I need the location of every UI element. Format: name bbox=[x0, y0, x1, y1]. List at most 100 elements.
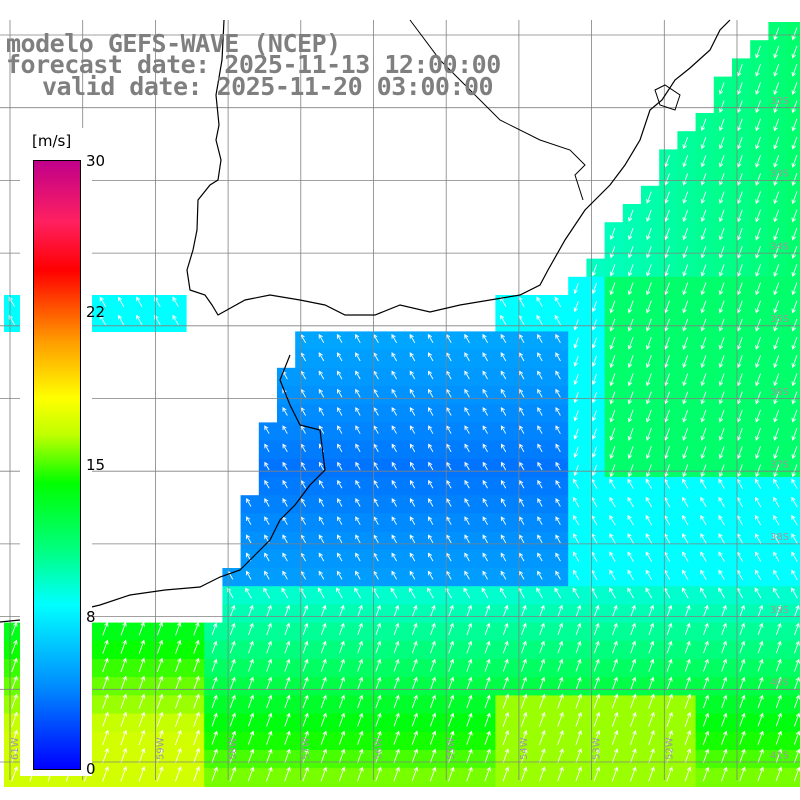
wind-arrow bbox=[484, 640, 491, 654]
wind-arrow bbox=[575, 711, 582, 727]
wind-arrow bbox=[627, 246, 634, 259]
wind-arrow bbox=[355, 352, 361, 362]
wind-arrow bbox=[120, 639, 127, 654]
wind-arrow bbox=[466, 640, 473, 654]
wind-arrow bbox=[718, 587, 725, 599]
wind-arrow bbox=[573, 355, 579, 367]
wind-arrow bbox=[430, 676, 436, 690]
wind-arrow bbox=[464, 370, 470, 380]
wind-arrow bbox=[448, 640, 454, 654]
wind-arrow bbox=[502, 693, 510, 709]
wind-arrow bbox=[648, 676, 655, 690]
wind-arrow bbox=[264, 498, 270, 507]
wind-arrow bbox=[427, 587, 434, 599]
wind-arrow bbox=[264, 552, 270, 562]
uruguay-border bbox=[186, 19, 731, 316]
wind-arrow bbox=[557, 658, 564, 672]
wind-arrow bbox=[464, 388, 470, 398]
wind-arrow bbox=[448, 604, 454, 617]
wind-arrow bbox=[664, 446, 670, 460]
wind-arrow bbox=[645, 336, 652, 350]
wind-arrow bbox=[264, 443, 270, 453]
wind-arrow bbox=[703, 640, 709, 654]
wind-arrow bbox=[609, 246, 616, 259]
wind-arrow bbox=[411, 622, 418, 636]
wind-arrow bbox=[355, 516, 361, 525]
wind-arrow bbox=[120, 711, 128, 727]
wind-arrow bbox=[138, 675, 146, 691]
wind-arrow bbox=[156, 693, 164, 709]
wind-arrow bbox=[718, 446, 725, 460]
wind-arrow bbox=[684, 658, 691, 672]
wind-arrow bbox=[266, 712, 273, 727]
wind-arrow bbox=[700, 173, 707, 186]
wind-arrow bbox=[429, 748, 437, 764]
wind-arrow bbox=[666, 604, 673, 617]
wind-arrow bbox=[411, 730, 418, 745]
wind-arrow bbox=[773, 191, 780, 205]
wind-arrow bbox=[120, 766, 128, 782]
wind-arrow bbox=[156, 657, 164, 673]
wind-arrow bbox=[429, 730, 437, 745]
wind-speed-cell bbox=[786, 258, 800, 278]
wind-arrow bbox=[448, 622, 454, 636]
wind-arrow bbox=[318, 388, 325, 398]
wind-arrow bbox=[391, 534, 397, 544]
wind-arrow bbox=[284, 694, 291, 709]
wind-arrow bbox=[645, 587, 653, 599]
wind-arrow bbox=[721, 730, 728, 745]
wind-arrow bbox=[409, 570, 416, 580]
wind-arrow bbox=[794, 622, 800, 636]
wind-arrow bbox=[446, 443, 452, 453]
wind-arrow bbox=[718, 100, 725, 114]
wind-arrow bbox=[211, 730, 218, 745]
wind-arrow bbox=[702, 748, 710, 764]
wind-arrow bbox=[211, 622, 218, 636]
wind-arrow bbox=[573, 446, 579, 458]
wind-arrow bbox=[518, 370, 525, 380]
wind-arrow bbox=[609, 227, 616, 241]
wind-arrow bbox=[591, 264, 598, 277]
wind-arrow bbox=[645, 427, 652, 441]
wind-arrow bbox=[409, 388, 416, 398]
wind-arrow bbox=[373, 443, 379, 453]
wind-speed-cell bbox=[786, 76, 800, 96]
wind-arrow bbox=[409, 370, 416, 380]
wind-arrow bbox=[664, 264, 670, 277]
wind-arrow bbox=[482, 534, 488, 544]
wind-arrow bbox=[664, 282, 670, 296]
latitude-label: 38S bbox=[770, 532, 789, 543]
wind-arrow bbox=[591, 355, 597, 367]
wind-arrow bbox=[575, 766, 582, 782]
wind-arrow bbox=[500, 406, 507, 416]
wind-arrow bbox=[609, 533, 616, 544]
wind-arrow bbox=[156, 711, 164, 727]
wind-arrow bbox=[773, 264, 780, 277]
wind-arrow bbox=[264, 461, 270, 471]
wind-arrow bbox=[391, 516, 397, 525]
wind-arrow bbox=[372, 587, 380, 599]
wind-arrow bbox=[320, 622, 327, 636]
wind-arrow bbox=[138, 693, 146, 709]
wind-arrow bbox=[612, 658, 618, 672]
wind-arrow bbox=[627, 551, 634, 562]
latitude-label: 40S bbox=[770, 678, 789, 689]
wind-arrow bbox=[537, 479, 543, 489]
wind-arrow bbox=[700, 533, 707, 544]
wind-arrow bbox=[703, 658, 709, 672]
wind-arrow bbox=[393, 694, 400, 709]
wind-arrow bbox=[773, 336, 780, 350]
wind-arrow bbox=[557, 693, 564, 709]
wind-arrow bbox=[500, 388, 507, 398]
wind-arrow bbox=[737, 264, 743, 277]
wind-arrow bbox=[464, 516, 470, 525]
wind-arrow bbox=[755, 409, 761, 423]
wind-arrow bbox=[773, 136, 780, 150]
wind-arrow bbox=[390, 587, 398, 599]
longitude-label: 58W bbox=[228, 737, 239, 760]
wind-arrow bbox=[339, 604, 345, 617]
wind-speed-cell bbox=[786, 276, 800, 296]
wind-arrow bbox=[357, 676, 364, 690]
wind-speed-cell bbox=[786, 422, 800, 442]
wind-arrow bbox=[211, 658, 218, 672]
